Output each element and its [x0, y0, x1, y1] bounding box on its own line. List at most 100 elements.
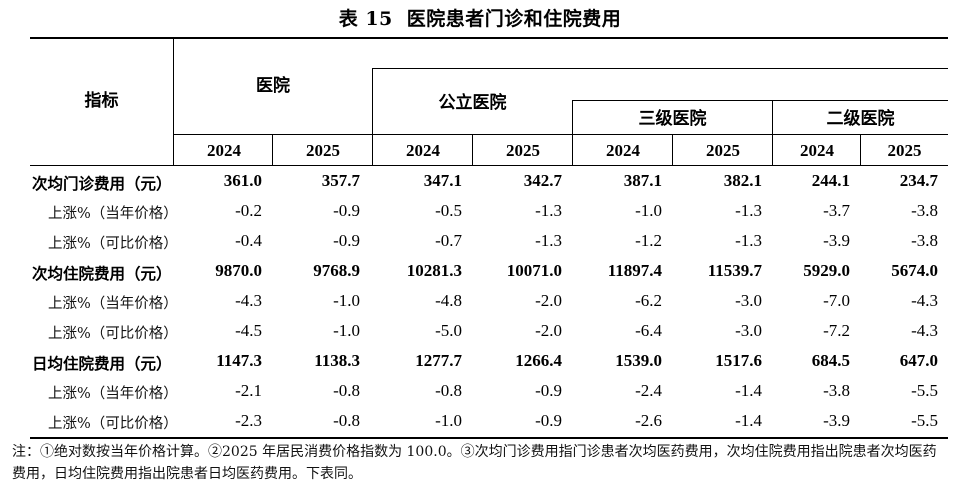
year-header: 2025: [706, 141, 740, 160]
table-cell: 382.1: [723, 171, 762, 190]
table-cell: -1.3: [535, 201, 562, 220]
table-cell: -1.0: [333, 291, 360, 310]
row-label: 上涨%（当年价格）: [48, 296, 178, 312]
table-cell: 11897.4: [607, 261, 662, 280]
table-cell: 5929.0: [803, 261, 850, 280]
table-cell: -5.5: [911, 411, 938, 430]
table-cell: 1277.7: [415, 351, 462, 370]
table-cell: 9870.0: [215, 261, 262, 280]
table-cell: -1.3: [535, 231, 562, 250]
table-cell: -0.9: [535, 411, 562, 430]
table-cell: -1.0: [635, 201, 662, 220]
table-cell: -6.4: [635, 321, 662, 340]
row-label: 上涨%（当年价格）: [48, 386, 178, 402]
table-row: 上涨%（当年价格） -0.2 -0.9 -0.5 -1.3 -1.0 -1.3 -3.7 -3.…: [0, 198, 960, 226]
table-cell: -0.9: [333, 231, 360, 250]
table-cell: -0.4: [235, 231, 262, 250]
table-cell: -2.1: [235, 381, 262, 400]
table-cell: -0.9: [333, 201, 360, 220]
year-header: 2024: [207, 141, 241, 160]
table-cell: -1.3: [735, 231, 762, 250]
row-label: 上涨%（可比价格）: [48, 326, 178, 342]
table-cell: 10281.3: [406, 261, 462, 280]
indicator-header: 指标: [84, 91, 119, 111]
indicator-divider: [173, 38, 174, 166]
table-row: 上涨%（当年价格） -4.3 -1.0 -4.8 -2.0 -6.2 -3.0 -7.0 -4.…: [0, 288, 960, 316]
table-cell: -0.8: [333, 411, 360, 430]
table-cell: 347.1: [423, 171, 462, 190]
row-label: 上涨%（可比价格）: [48, 416, 178, 432]
table-cell: -7.2: [823, 321, 850, 340]
table-cell: -6.2: [635, 291, 662, 310]
table-cell: 387.1: [623, 171, 662, 190]
table-cell: 1147.3: [216, 351, 262, 370]
year-header: 2025: [506, 141, 540, 160]
year-header: 2024: [406, 141, 440, 160]
table-cell: -3.9: [823, 411, 850, 430]
table-cell: -2.4: [635, 381, 662, 400]
table-cell: -1.4: [735, 411, 762, 430]
hospital-divider: [372, 68, 373, 166]
table-cell: -4.8: [435, 291, 462, 310]
table-cell: 244.1: [811, 171, 850, 190]
table-cell: -4.3: [911, 321, 938, 340]
public-group-rule: [372, 68, 948, 69]
table-row: 上涨%（可比价格） -2.3 -0.8 -1.0 -0.9 -2.6 -1.4 -3.9 -5.…: [0, 408, 960, 436]
row-label: 次均住院费用（元）: [32, 264, 172, 283]
year-top-rule: [174, 134, 948, 135]
table-cell: 5674.0: [891, 261, 938, 280]
table-cell: 234.7: [899, 171, 938, 190]
table-cell: -7.0: [823, 291, 850, 310]
table-cell: -5.0: [435, 321, 462, 340]
table-row: 次均门诊费用（元） 361.0 357.7 347.1 342.7 387.1 382.1 2…: [0, 168, 960, 196]
public-divider: [572, 100, 573, 166]
table-row: 上涨%（当年价格） -2.1 -0.8 -0.8 -0.9 -2.4 -1.4 -3.8 -5.…: [0, 378, 960, 406]
table-note: 注：①绝对数按当年价格计算。②2025 年居民消费价格指数为 100.0。③次均…: [12, 444, 937, 482]
table-cell: 1138.3: [314, 351, 360, 370]
tier3-hospital-header: 三级医院: [638, 109, 707, 129]
row-label: 上涨%（可比价格）: [48, 236, 178, 252]
table-cell: 647.0: [899, 351, 938, 370]
public-hospital-header: 公立医院: [438, 93, 507, 113]
table-cell: -0.8: [435, 381, 462, 400]
year-header: 2025: [887, 141, 922, 160]
table-row: 上涨%（可比价格） -4.5 -1.0 -5.0 -2.0 -6.4 -3.0 -7.2 -4.…: [0, 318, 960, 346]
table-cell: -3.7: [823, 201, 850, 220]
table-cell: 361.0: [223, 171, 262, 190]
tier-group-rule: [572, 100, 948, 101]
table-cell: 10071.0: [506, 261, 562, 280]
yr-divider-1: [272, 134, 273, 166]
table-row: 上涨%（可比价格） -0.4 -0.9 -0.7 -1.3 -1.2 -1.3 -3.9 -3.…: [0, 228, 960, 256]
table-cell: -3.9: [823, 231, 850, 250]
table-cell: 9768.9: [313, 261, 360, 280]
table-cell: -1.2: [635, 231, 662, 250]
table-row: 日均住院费用（元） 1147.3 1138.3 1277.7 1266.4 1539.0 1…: [0, 348, 960, 376]
year-header: 2024: [800, 141, 834, 160]
table-cell: -2.0: [535, 291, 562, 310]
table-cell: -2.3: [235, 411, 262, 430]
yr-divider-3: [472, 134, 473, 166]
table-cell: 684.5: [811, 351, 850, 370]
table-cell: 1266.4: [515, 351, 562, 370]
table-cell: -3.0: [735, 291, 762, 310]
row-label: 上涨%（当年价格）: [48, 206, 178, 222]
table-number: 表 15: [338, 8, 393, 30]
table-cell: 1539.0: [615, 351, 662, 370]
tier2-hospital-header: 二级医院: [826, 109, 895, 129]
bottom-rule: [30, 437, 948, 439]
table-row: 次均住院费用（元） 9870.0 9768.9 10281.3 10071.0 11897…: [0, 258, 960, 286]
table-cell: -3.8: [911, 231, 938, 250]
tier3-divider: [772, 100, 773, 166]
table-cell: -1.0: [333, 321, 360, 340]
top-rule: [30, 37, 948, 39]
row-label: 次均门诊费用（元）: [32, 174, 172, 193]
table-cell: 342.7: [523, 171, 562, 190]
table-cell: -1.0: [435, 411, 462, 430]
table-cell: -2.6: [635, 411, 662, 430]
table-cell: -0.7: [435, 231, 462, 250]
hospital-header: 医院: [256, 76, 290, 96]
table-cell: 11539.7: [707, 261, 762, 280]
header-bottom-rule: [30, 165, 948, 166]
table-cell: -4.3: [911, 291, 938, 310]
yr-divider-5: [672, 134, 673, 166]
